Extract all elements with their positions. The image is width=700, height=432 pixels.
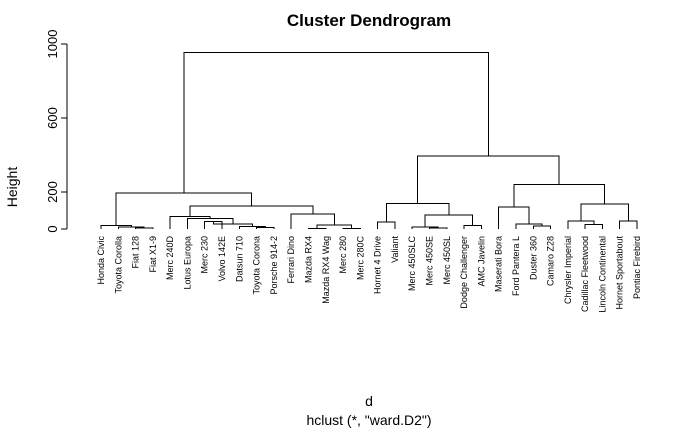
y-tick-label: 1000 [45, 30, 60, 59]
merge-m1 [135, 227, 154, 229]
merge-link-m15 [115, 192, 252, 226]
y-axis: 0 200 600 1000 [45, 30, 68, 233]
leaf-label-valiant: Valiant [390, 236, 400, 263]
leaf-label-ferrari-dino: Ferrari Dino [286, 236, 296, 284]
merge-link-m12 [316, 224, 353, 229]
leaf-label-merc-230: Merc 230 [200, 236, 210, 274]
leaf-labels: Honda Civic Toyota Corolla Fiat 128 Fiat X1… [96, 235, 642, 312]
merge-link-m22 [532, 225, 552, 229]
merge-link-m21 [385, 202, 450, 222]
leaf-label-mazda-rx4-wag: Mazda RX4 Wag [321, 236, 331, 304]
merge-m12 [316, 224, 353, 229]
leaf-label-merc-280: Merc 280 [338, 236, 348, 274]
y-tick-label: 200 [45, 181, 60, 203]
leaf-label-merc-450slc: Merc 450SLC [407, 236, 417, 292]
y-axis-label: Height [4, 167, 20, 208]
merge-m27 [619, 220, 638, 229]
leaf-label-datsun-710: Datsun 710 [234, 236, 244, 282]
merge-link-m13 [290, 213, 335, 229]
merge-m15 [115, 192, 252, 226]
merge-m25 [584, 223, 603, 229]
leaf-label-mazda-rx4: Mazda RX4 [303, 236, 313, 283]
merge-m26 [567, 220, 595, 229]
y-tick-label: 600 [45, 107, 60, 129]
leaf-label-pontiac-firebird: Pontiac Firebird [632, 236, 642, 299]
merge-link-m17 [429, 227, 448, 229]
merge-link-m31 [183, 51, 489, 193]
leaf-label-dodge-challenger: Dodge Challenger [459, 236, 469, 309]
merge-m14 [189, 205, 314, 217]
merge-m16 [377, 221, 396, 229]
merge-m17 [429, 227, 448, 229]
x-axis-label: d [365, 393, 373, 409]
leaf-label-camaro-z28: Camaro Z28 [546, 236, 556, 286]
leaf-label-lincoln-continental: Lincoln Continental [597, 236, 607, 313]
merge-m21 [385, 202, 450, 222]
leaf-label-lotus-europa: Lotus Europa [182, 236, 192, 290]
leaf-label-ford-pantera-l: Ford Pantera L [511, 236, 521, 296]
merge-link-m29 [513, 184, 606, 207]
merge-m30 [417, 155, 560, 204]
merge-link-m27 [619, 220, 638, 229]
leaf-label-merc-450sl: Merc 450SL [442, 236, 452, 285]
method-subtitle: hclust (*, "ward.D2") [306, 412, 431, 428]
leaf-label-hornet-sportabout: Hornet Sportabout [615, 236, 625, 310]
merge-m31 [183, 51, 489, 193]
y-tick-label: 0 [45, 225, 60, 232]
leaf-label-hornet-4-drive: Hornet 4 Drive [373, 236, 383, 294]
leaf-label-chrysler-imperial: Chrysler Imperial [563, 236, 573, 304]
merge-link-m26 [567, 220, 595, 229]
merge-link-m5 [256, 227, 275, 229]
leaf-label-honda-civic: Honda Civic [96, 236, 106, 285]
leaf-label-toyota-corona: Toyota Corona [252, 236, 262, 295]
merge-link-m14 [189, 205, 314, 217]
leaf-label-maserati-bora: Maserati Bora [494, 236, 504, 292]
merge-m13 [290, 213, 335, 229]
merge-link-m28 [580, 203, 629, 222]
leaf-label-merc-240d: Merc 240D [165, 235, 175, 280]
merge-m5 [256, 227, 275, 229]
leaf-label-amc-javelin: AMC Javelin [476, 236, 486, 287]
leaf-label-duster-360: Duster 360 [528, 236, 538, 280]
leaf-label-merc-450se: Merc 450SE [425, 236, 435, 286]
merge-link-m16 [377, 221, 396, 229]
leaf-label-fiat-x1-9: Fiat X1-9 [148, 236, 158, 273]
chart-title: Cluster Dendrogram [287, 11, 451, 30]
dendrogram-tree [100, 51, 638, 230]
merge-m24 [498, 206, 530, 229]
merge-link-m1 [135, 227, 154, 229]
merge-link-m24 [498, 206, 530, 229]
leaf-label-merc-280c: Merc 280C [355, 235, 365, 280]
merge-link-m25 [584, 223, 603, 229]
merge-link-m19 [463, 225, 482, 229]
leaf-label-fiat-128: Fiat 128 [131, 236, 141, 269]
merge-m28 [580, 203, 629, 222]
leaf-label-porsche-914-2: Porsche 914-2 [269, 236, 279, 295]
merge-m22 [532, 225, 552, 229]
leaf-label-toyota-corolla: Toyota Corolla [113, 236, 123, 294]
merge-link-m30 [417, 155, 560, 204]
merge-m19 [463, 225, 482, 229]
merge-m29 [513, 184, 606, 207]
leaf-label-cadillac-fleetwood: Cadillac Fleetwood [580, 236, 590, 312]
leaf-label-volvo-142e: Volvo 142E [217, 236, 227, 282]
